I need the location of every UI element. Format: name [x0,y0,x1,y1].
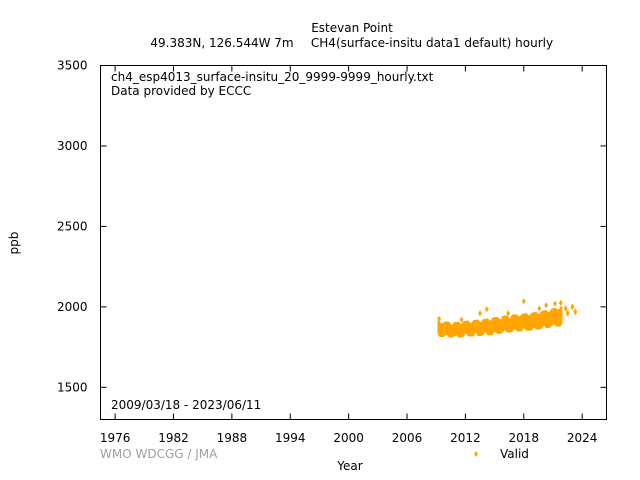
data-point [537,305,542,312]
legend-marker-valid [474,451,478,457]
y-tick-label: 2000 [57,300,88,314]
x-axis-label: Year [336,459,362,473]
legend-label-valid: Valid [500,447,529,461]
y-tick-label: 3500 [57,59,88,73]
x-tick-label: 1982 [158,431,189,445]
x-tick-label: 1994 [275,431,306,445]
x-tick-label: 1988 [217,431,248,445]
data-point [459,316,464,323]
series-description: CH4(surface-insitu data1 default) hourly [311,36,553,50]
data-series-valid [437,298,578,338]
data-point [478,310,482,317]
date-range-annotation: 2009/03/18 - 2023/06/11 [111,398,261,412]
file-name-annotation: ch4_esp4013_surface-insitu_20_9999-9999_… [111,70,434,84]
y-tick-label: 1500 [57,380,88,394]
data-point [552,300,557,307]
y-tick-label: 3000 [57,139,88,153]
data-point [521,298,526,305]
x-tick-label: 1976 [100,431,131,445]
provider-annotation: Data provided by ECCC [111,84,251,98]
plot-frame [100,65,607,420]
credit-text: WMO WDCGG / JMA [100,447,218,461]
data-point [544,302,549,309]
data-point [570,303,575,310]
x-tick-label: 2006 [392,431,423,445]
x-axis: 1976 1982 1988 1994 2000 2006 2012 2018 2024 [100,65,598,445]
x-tick-label: 2012 [450,431,481,445]
data-point [437,315,442,322]
data-point [558,299,563,306]
x-tick-label: 2000 [333,431,364,445]
data-point [506,310,511,317]
legend: Valid [474,447,529,461]
data-point [484,306,489,313]
y-axis: 1500 2000 2500 3000 3500 [57,59,607,394]
data-point [565,310,570,317]
data-point [563,305,568,312]
chart-title: Estevan Point [311,21,393,35]
x-tick-label: 2024 [567,431,598,445]
y-tick-label: 2500 [57,219,88,233]
y-axis-label: ppb [7,232,21,255]
data-point [573,308,578,315]
station-location: 49.383N, 126.544W 7m [150,36,293,50]
x-tick-label: 2018 [509,431,540,445]
